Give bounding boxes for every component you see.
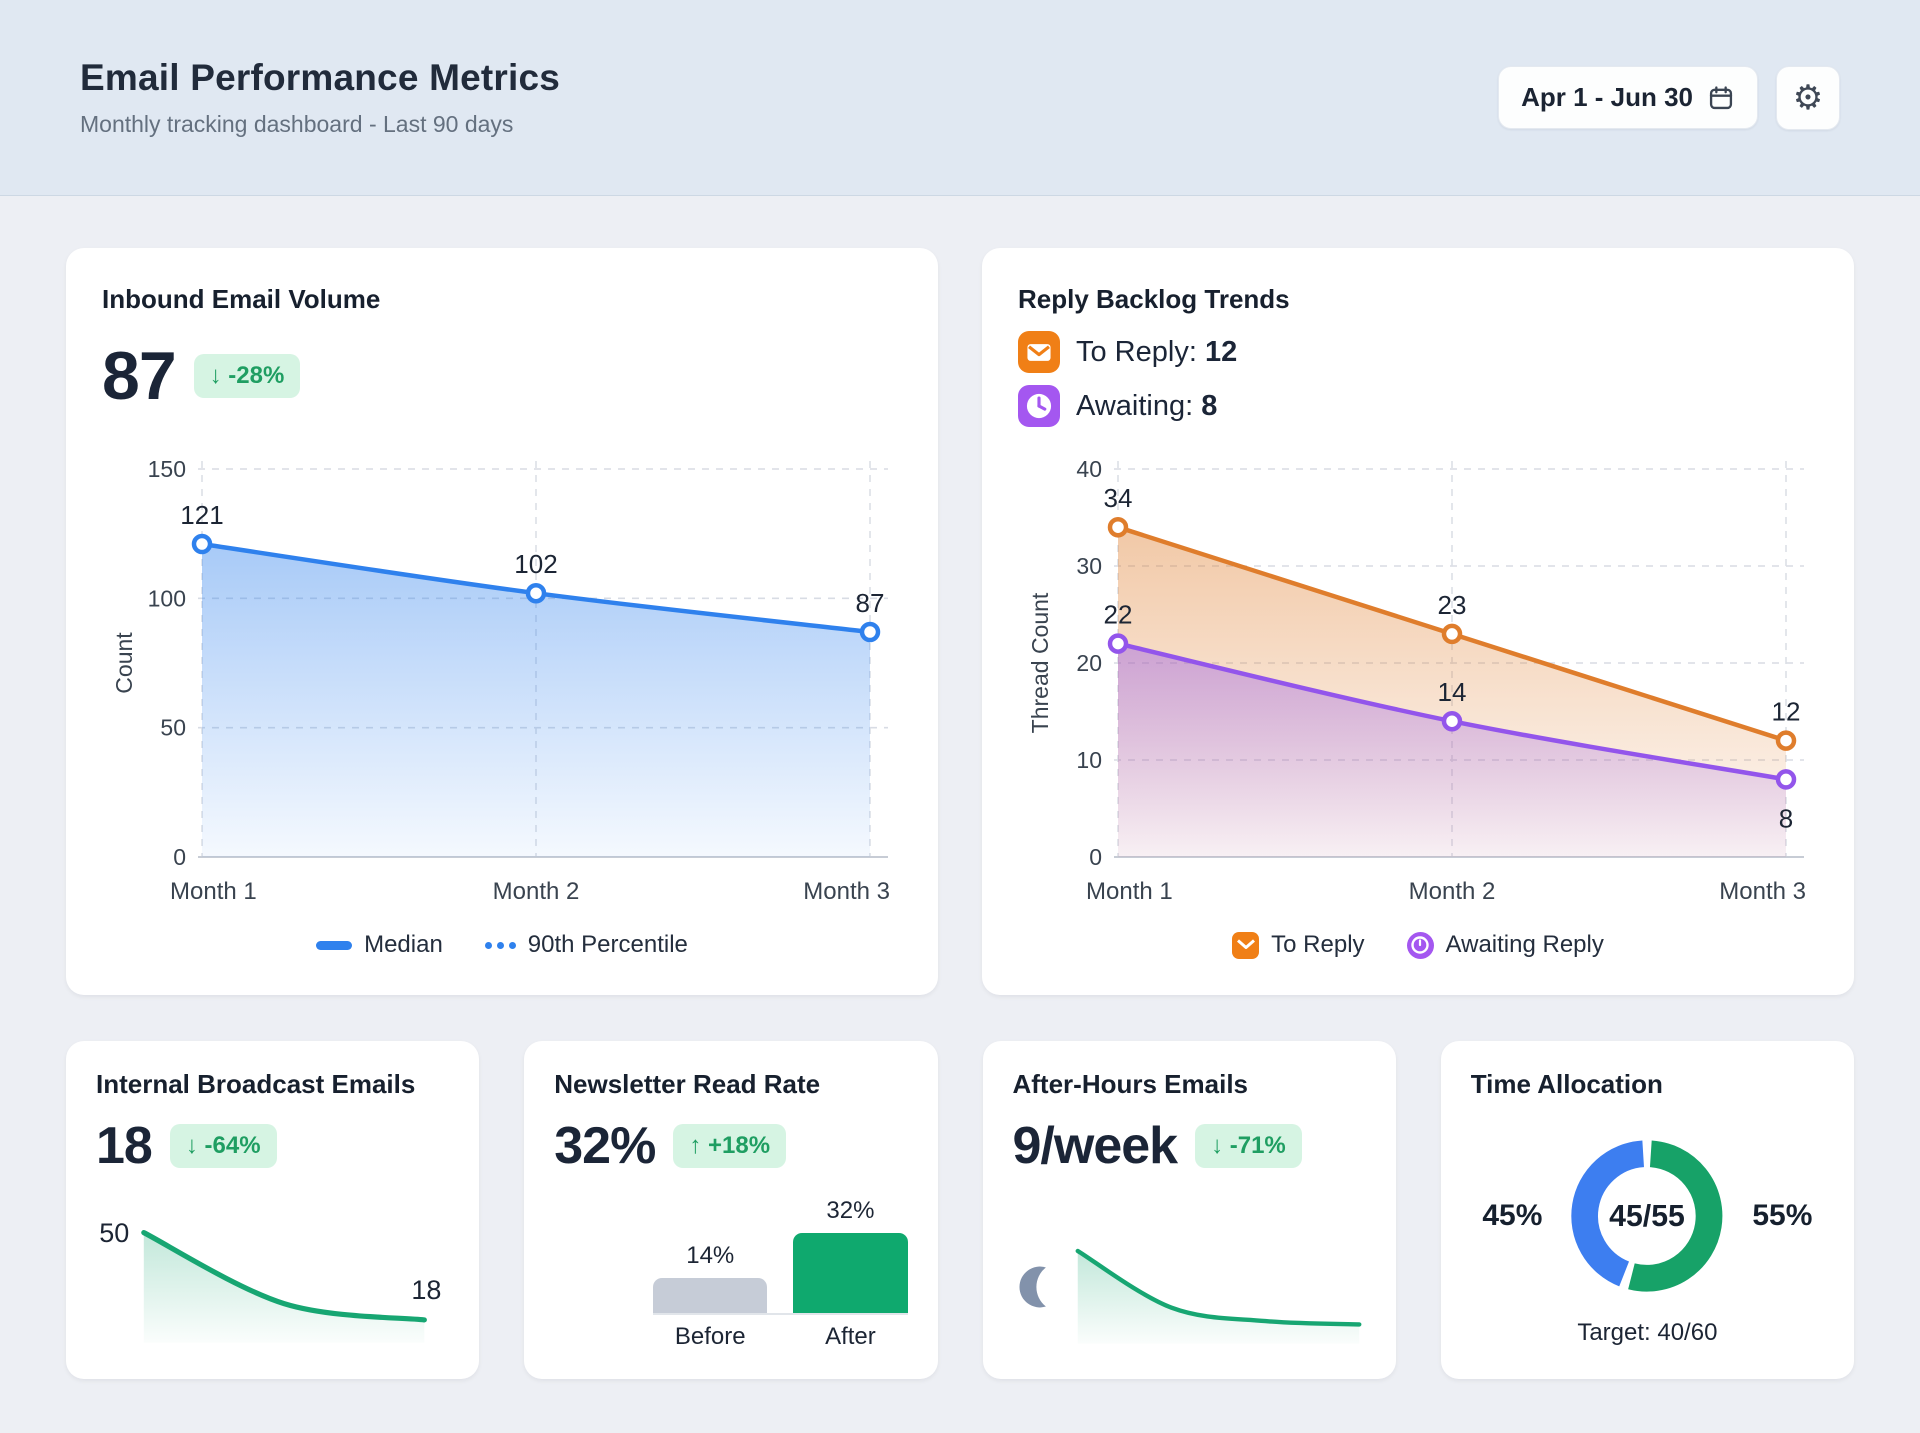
svg-text:Month 1: Month 1 (1086, 878, 1173, 905)
svg-text:22: 22 (1104, 600, 1133, 630)
bar-category-label: Before (674, 1323, 746, 1350)
bar-baseline (653, 1313, 908, 1315)
afterhours-sparkline (1075, 1249, 1361, 1345)
svg-text:34: 34 (1104, 483, 1133, 513)
card-title: After-Hours Emails (1012, 1069, 1249, 1099)
header: Email Performance Metrics Monthly tracki… (0, 0, 1920, 196)
header-actions: Apr 1 - Jun 30 ⚙ (1498, 65, 1840, 130)
donut-chart: 45/55 (1571, 1140, 1723, 1292)
svg-text:50: 50 (99, 1218, 129, 1248)
afterhours-trend-badge: ↓ -71% (1195, 1124, 1302, 1168)
page-subtitle: Monthly tracking dashboard - Last 90 day… (80, 111, 514, 137)
solid-line-swatch (316, 940, 353, 950)
backlog-legend: To Reply Awaiting Reply (1018, 931, 1818, 959)
clock-icon (1406, 931, 1434, 959)
card-title: Inbound Email Volume (102, 284, 381, 314)
svg-text:23: 23 (1438, 590, 1467, 620)
card-title: Internal Broadcast Emails (96, 1069, 416, 1099)
newsletter-trend-badge: ↑ +18% (673, 1124, 787, 1168)
svg-text:102: 102 (514, 549, 557, 579)
calendar-icon (1709, 85, 1733, 109)
legend-label: 90th Percentile (527, 931, 688, 958)
broadcast-trend-badge: ↓ -64% (169, 1124, 277, 1168)
svg-text:10: 10 (1076, 747, 1102, 773)
settings-button[interactable]: ⚙ (1776, 65, 1840, 130)
svg-text:0: 0 (173, 844, 186, 870)
svg-text:Month 3: Month 3 (803, 878, 890, 905)
svg-text:Month 2: Month 2 (1409, 878, 1496, 905)
newsletter-bar-chart: 14% 32% Before After (653, 1195, 908, 1351)
svg-text:Thread Count: Thread Count (1027, 592, 1053, 733)
legend-item-90th-percentile[interactable]: 90th Percentile (484, 931, 688, 959)
card-title: Reply Backlog Trends (1018, 284, 1290, 314)
svg-text:0: 0 (1089, 844, 1102, 870)
dashboard-body: Inbound Email Volume 87 ↓ -28% 0 50 100 150… (0, 196, 1920, 1379)
bar-after: 32% (793, 1195, 908, 1313)
stat-row-awaiting: Awaiting: 8 (1018, 385, 1818, 427)
newsletter-big-value: 32% (554, 1117, 656, 1175)
legend-label: Median (364, 931, 443, 958)
legend-label: To Reply (1271, 931, 1365, 958)
to-reply-stat: To Reply: 12 (1076, 335, 1238, 368)
gear-icon: ⚙ (1792, 78, 1824, 117)
bar-value-label: 32% (826, 1197, 875, 1224)
inbound-legend: Median 90th Percentile (102, 931, 902, 959)
awaiting-stat: Awaiting: 8 (1076, 389, 1218, 422)
card-after-hours-emails: After-Hours Emails 9/week ↓ -71% (982, 1041, 1396, 1379)
card-title: Time Allocation (1470, 1069, 1663, 1099)
donut-right-label: 55% (1752, 1199, 1813, 1232)
svg-text:150: 150 (148, 456, 186, 482)
svg-text:Month 3: Month 3 (1719, 878, 1806, 905)
moon-icon (1018, 1266, 1046, 1308)
svg-text:30: 30 (1076, 553, 1102, 579)
card-time-allocation: Time Allocation 45% 45/55 55% Target: 40… (1440, 1041, 1854, 1379)
date-range-label: Apr 1 - Jun 30 (1521, 82, 1693, 112)
svg-text:45/55: 45/55 (1610, 1200, 1686, 1233)
donut-target-label: Target: 40/60 (1577, 1319, 1718, 1346)
header-titles: Email Performance Metrics Monthly tracki… (80, 57, 560, 138)
legend-item-to-reply[interactable]: To Reply (1232, 931, 1365, 959)
svg-text:8: 8 (1779, 803, 1793, 833)
time-allocation-donut-chart: 45% 45/55 55% (1471, 1127, 1824, 1305)
svg-text:12: 12 (1772, 697, 1801, 727)
stat-row-to-reply: To Reply: 12 (1018, 331, 1818, 373)
svg-text:40: 40 (1076, 456, 1102, 482)
svg-text:50: 50 (160, 715, 186, 741)
date-range-button[interactable]: Apr 1 - Jun 30 (1498, 66, 1758, 129)
svg-text:14: 14 (1438, 677, 1467, 707)
afterhours-big-value: 9/week (1012, 1117, 1179, 1175)
card-inbound-email-volume: Inbound Email Volume 87 ↓ -28% 0 50 100 150… (66, 248, 938, 995)
bar-category-label: After (825, 1323, 876, 1350)
svg-text:Month 1: Month 1 (170, 878, 257, 905)
broadcast-sparkline: 50 18 (99, 1218, 441, 1343)
card-newsletter-read-rate: Newsletter Read Rate 32% ↑ +18% 14% 32% B… (524, 1041, 938, 1379)
inbound-trend-badge: ↓ -28% (193, 354, 301, 398)
card-internal-broadcast-emails: Internal Broadcast Emails 18 ↓ -64% 50 18 (66, 1041, 480, 1379)
donut-left-label: 45% (1482, 1199, 1543, 1232)
svg-text:20: 20 (1076, 650, 1102, 676)
page-title: Email Performance Metrics (80, 57, 561, 98)
bar-before: 14% (653, 1195, 768, 1313)
envelope-icon (1232, 931, 1260, 959)
envelope-icon (1018, 331, 1060, 373)
backlog-line-chart: 0 10 20 30 40 Thread Count Month 1 Month 2 Month… (1027, 456, 1806, 905)
bar-value-label: 14% (686, 1242, 735, 1269)
legend-item-awaiting-reply[interactable]: Awaiting Reply (1406, 931, 1604, 959)
svg-text:100: 100 (148, 585, 186, 611)
inbound-big-value: 87 (102, 338, 177, 414)
svg-text:Count: Count (111, 632, 137, 694)
clock-icon (1018, 385, 1060, 427)
inbound-line-chart: 0 50 100 150 Count Month 1 Month 2 Month 3 121 10… (111, 456, 890, 905)
legend-item-median[interactable]: Median (316, 931, 443, 959)
svg-text:Month 2: Month 2 (493, 878, 580, 905)
svg-text:18: 18 (411, 1275, 441, 1305)
dotted-line-swatch (484, 941, 516, 949)
card-reply-backlog-trends: Reply Backlog Trends To Reply: 12 (982, 248, 1854, 995)
svg-text:87: 87 (856, 588, 885, 618)
legend-label: Awaiting Reply (1445, 931, 1604, 958)
card-title: Newsletter Read Rate (554, 1069, 821, 1099)
svg-text:121: 121 (180, 500, 223, 530)
broadcast-big-value: 18 (96, 1117, 153, 1175)
